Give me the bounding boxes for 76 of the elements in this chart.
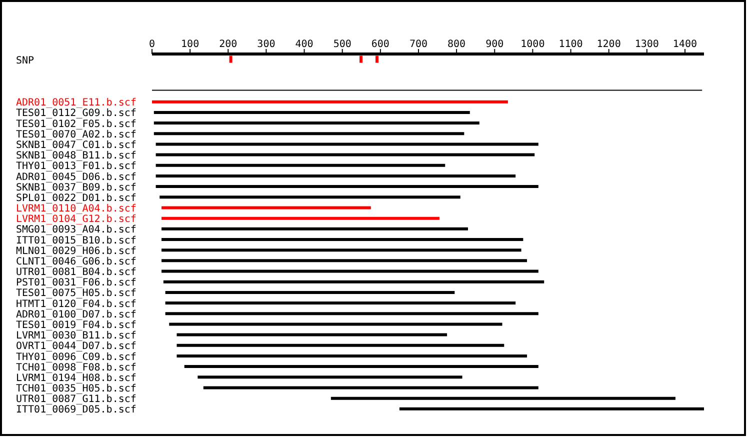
bar <box>152 100 508 104</box>
y-tick-label: TES01_0070_A02.b.scf <box>16 129 136 140</box>
y-tick-label: SMG01_0093_A04.b.scf <box>16 224 136 236</box>
bar <box>165 290 455 294</box>
bar <box>162 259 527 262</box>
x-tick-label: 300 <box>257 39 276 50</box>
bar <box>165 302 516 305</box>
bar <box>184 365 538 368</box>
y-tick-label: ADR01_0051_E11.b.scf <box>16 98 136 109</box>
x-tick-label: 500 <box>333 39 352 50</box>
y-tick-label: LVRM1_0030_B11.b.scf <box>16 330 136 342</box>
bar <box>169 322 502 326</box>
x-tick-label: 900 <box>486 39 504 50</box>
y-tick-label: UTR01_0081_B04.b.scf <box>16 267 136 278</box>
x-tick-label: 1000 <box>520 39 545 50</box>
y-tick-label: UTR01_0087_G11.b.scf <box>16 394 136 406</box>
x-tick-label: 1200 <box>596 39 621 50</box>
bar <box>176 354 527 358</box>
bar <box>176 344 504 347</box>
bar <box>156 142 538 146</box>
y-tick-label: MLN01_0029_H06.b.scf <box>16 246 136 257</box>
y-tick-label: SPL01_0022_D01.b.scf <box>16 192 136 204</box>
y-tick-label: TES01_0019_F04.b.scf <box>16 320 136 331</box>
bar <box>162 270 538 273</box>
bar <box>162 227 468 230</box>
y-tick-label: SKNB1_0047_C01.b.scf <box>16 140 136 151</box>
x-tick-label: 700 <box>409 39 428 50</box>
bar <box>154 110 470 114</box>
y-tick-label: THY01_0096_C09.b.scf <box>16 352 136 363</box>
y-tick-label: TCH01_0098_F08.b.scf <box>16 362 136 374</box>
x-tick-label: 1400 <box>672 39 698 50</box>
y-tick-label: TES01_0075_H05.b.scf <box>16 288 136 300</box>
y-tick-label: ITT01_0015_B10.b.scf <box>16 235 136 246</box>
bar <box>160 196 460 199</box>
y-tick-label: ADR01_0100_D07.b.scf <box>16 309 136 320</box>
bar <box>156 164 446 167</box>
bar <box>198 376 462 379</box>
x-tick-label: 600 <box>371 39 390 50</box>
bar <box>162 216 440 220</box>
bar <box>154 132 464 136</box>
bar <box>156 153 535 156</box>
y-tick-label: ADR01_0045_D06.b.scf <box>16 172 136 183</box>
y-tick-label: THY01_0013_F01.b.scf <box>16 161 136 172</box>
y-tick-label: SNP <box>16 55 34 66</box>
y-tick-label: HTMT1_0120_F04.b.scf <box>16 298 136 310</box>
x-tick-label: 100 <box>181 39 200 50</box>
x-tick-label: 1300 <box>634 39 659 50</box>
bar <box>162 248 522 252</box>
bar <box>156 185 538 188</box>
y-tick-label: OVRT1_0044_D07.b.scf <box>16 341 136 352</box>
bar <box>156 174 516 178</box>
y-tick-label: ITT01_0069_D05.b.scf <box>16 404 136 416</box>
y-tick-label: TES01_0112_G09.b.scf <box>16 108 136 120</box>
x-tick-label: 800 <box>448 39 466 50</box>
y-tick-label: PST01_0031_F06.b.scf <box>16 278 136 289</box>
bar <box>154 122 480 125</box>
y-tick-label: SKNB1_0048_B11.b.scf <box>16 150 136 162</box>
y-tick-label: LVRM1_0104_G12.b.scf <box>16 214 136 226</box>
y-tick-label: TES01_0102_F05.b.scf <box>16 118 136 130</box>
y-tick-label: SKNB1_0037_B09.b.scf <box>16 182 136 194</box>
y-tick-label: CLNT1_0046_G06.b.scf <box>16 256 136 268</box>
x-tick-label: 1100 <box>558 39 583 50</box>
x-tick-label: 400 <box>295 39 314 50</box>
y-tick-label: TCH01_0035_H05.b.scf <box>16 384 136 395</box>
y-tick-label: LVRM1_0194_H08.b.scf <box>16 372 136 384</box>
x-tick-label: 0 <box>148 39 156 50</box>
bar <box>176 333 448 336</box>
bar <box>165 312 538 316</box>
bar <box>203 386 538 390</box>
bar <box>330 396 676 400</box>
bar <box>163 280 544 284</box>
bar <box>162 238 524 241</box>
bar <box>162 206 371 210</box>
bar <box>399 407 704 410</box>
x-tick-label: 200 <box>219 39 238 50</box>
y-tick-label: LVRM1_0110_A04.b.scf <box>16 204 136 215</box>
